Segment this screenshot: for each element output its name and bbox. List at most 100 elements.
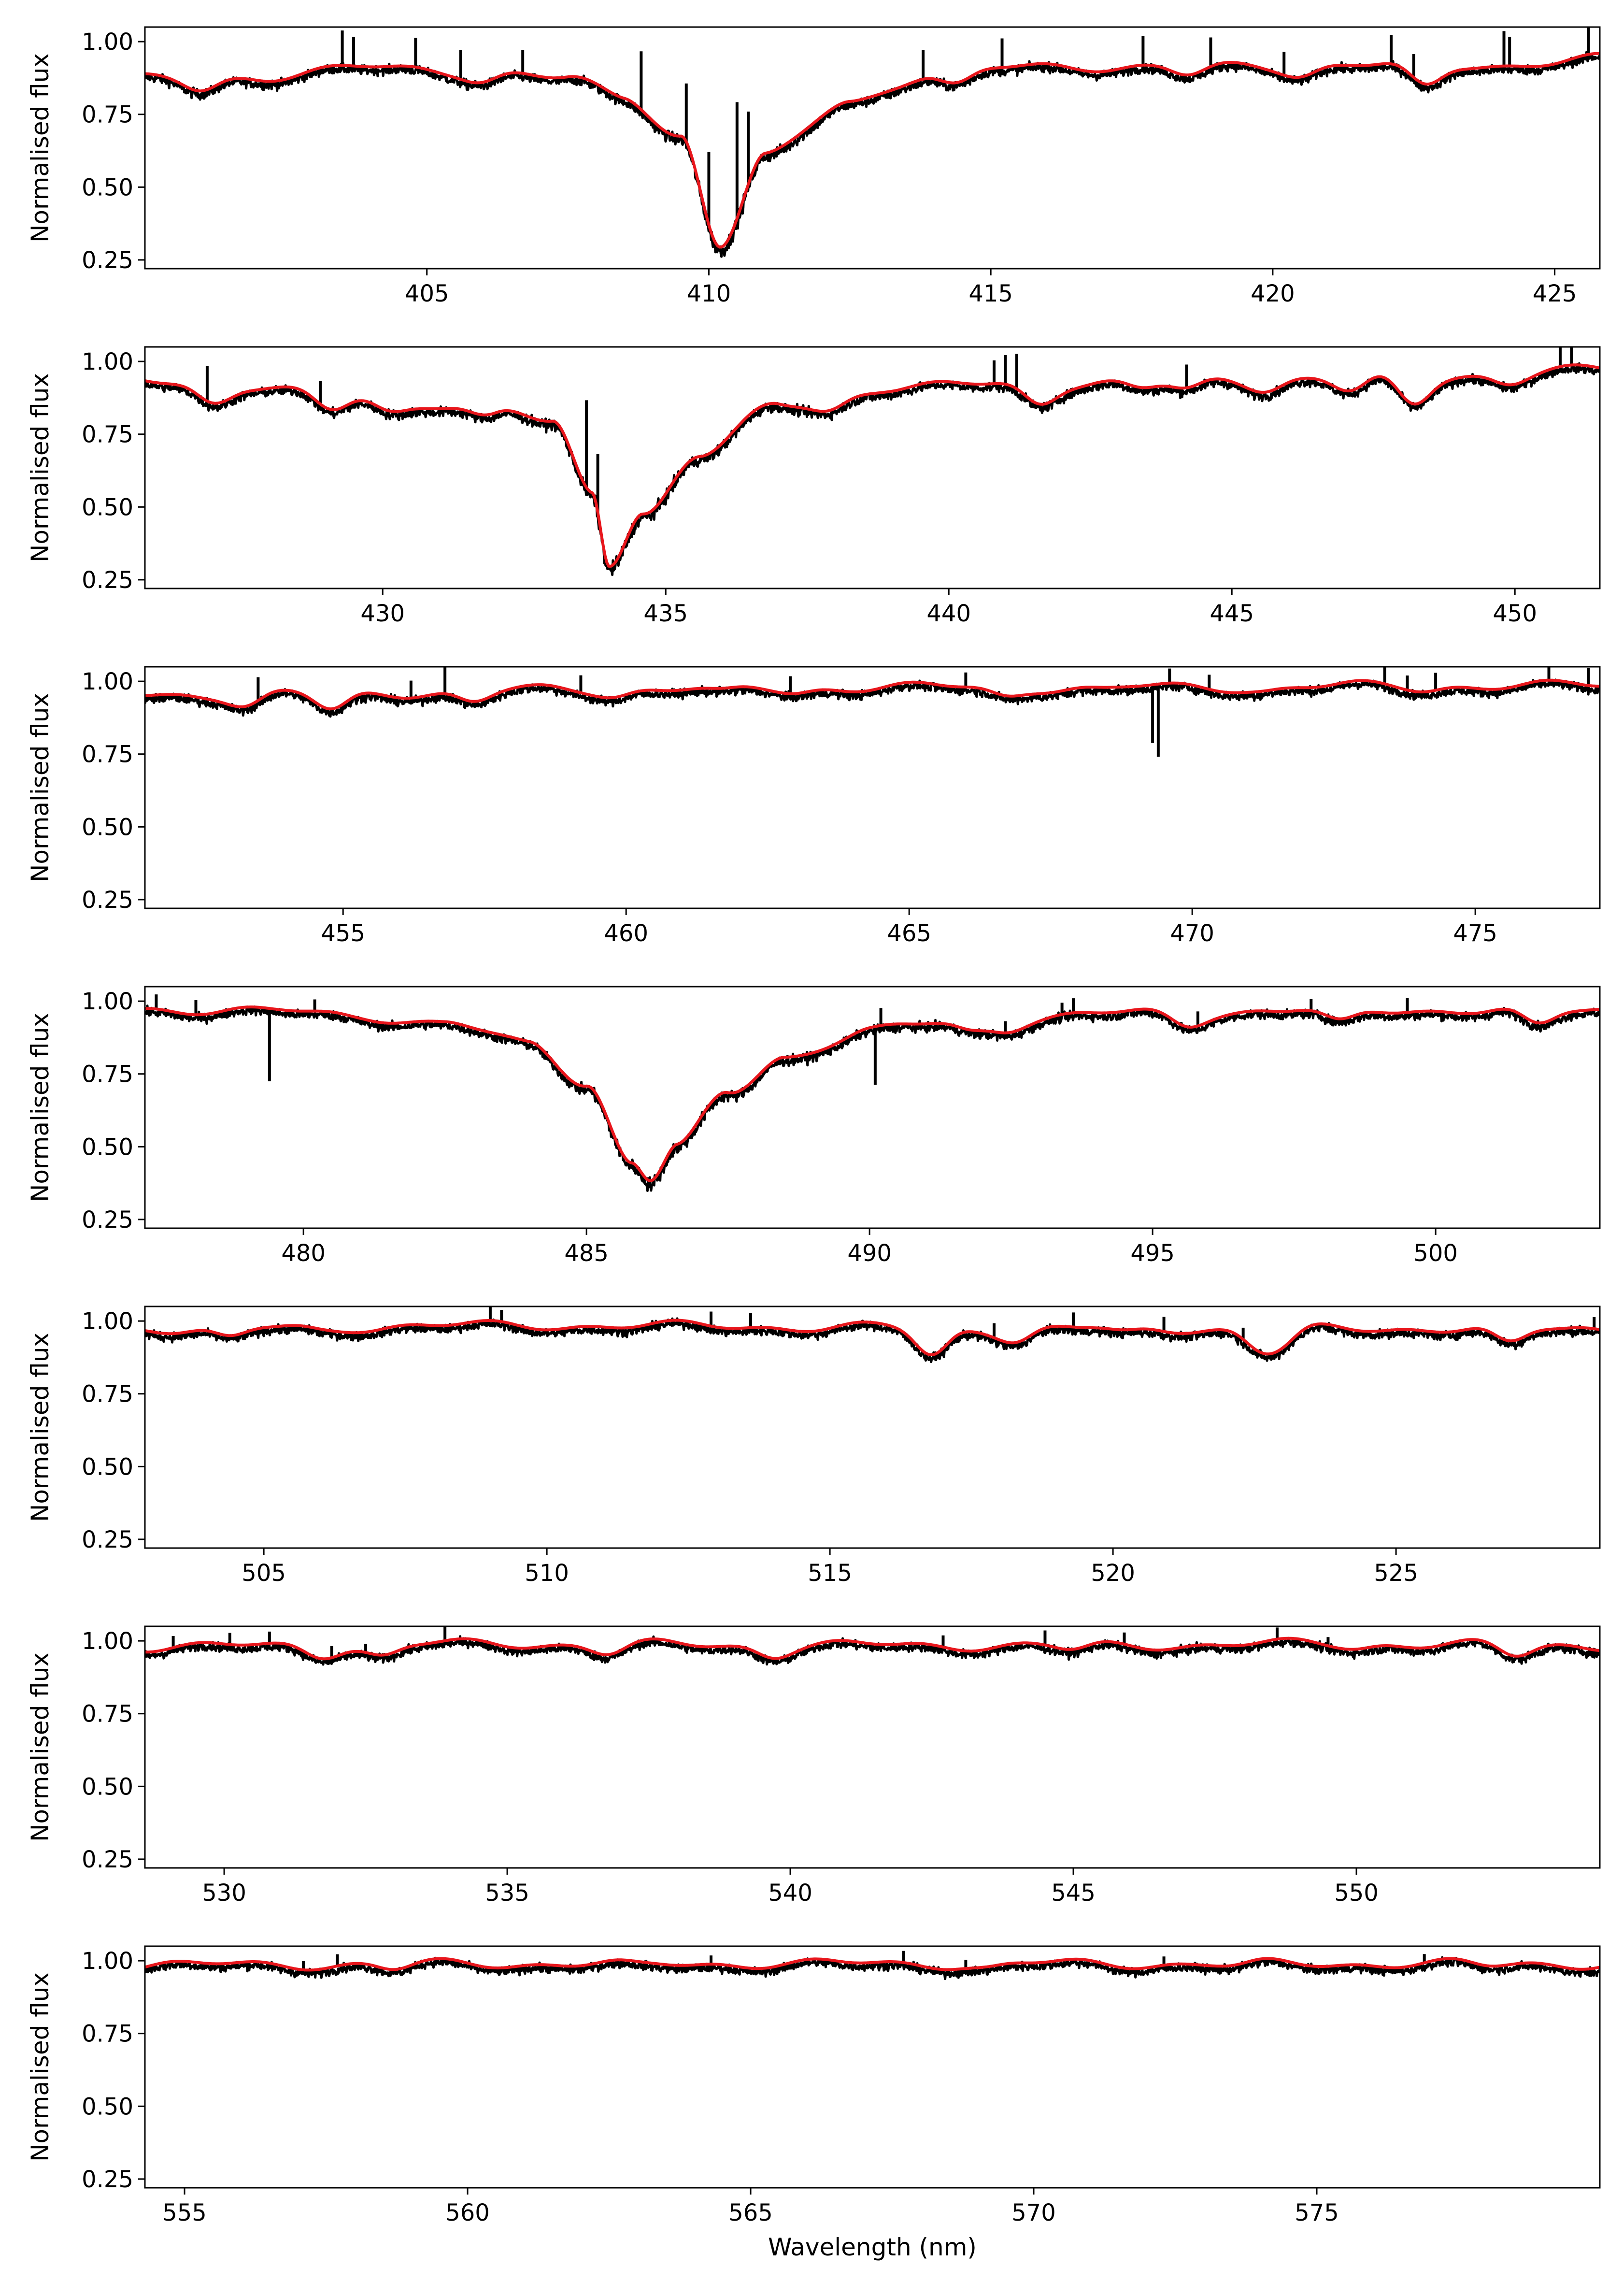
observed-spectrum-line: [145, 1317, 1600, 1363]
plot-area-3: [145, 667, 1600, 757]
axes-frame: [144, 346, 1601, 589]
x-tick-label: 505: [242, 1560, 286, 1587]
model-spectrum-line: [145, 1957, 1600, 1972]
observed-spectrum-line: [145, 362, 1600, 576]
x-tick-label: 555: [162, 2199, 207, 2226]
x-tick-label: 420: [1251, 280, 1295, 307]
y-tick-label: 0.50: [82, 494, 133, 521]
observed-spectrum-line: [145, 51, 1600, 258]
y-tick-label: 0.50: [82, 2093, 133, 2120]
y-tick-label: 1.00: [82, 29, 133, 56]
x-tick-label: 460: [604, 920, 648, 947]
x-tick-label: 450: [1493, 600, 1537, 627]
x-tick-label: 475: [1453, 920, 1497, 947]
y-axis-label: Normalised flux: [26, 53, 54, 243]
x-tick-label: 565: [728, 2199, 773, 2226]
spectrum-panel-6: 0.25 0.50 0.75 1.00 530 535 540 545 550 Normalise…: [26, 1625, 1601, 1907]
y-tick-label: 0.75: [82, 1381, 133, 1408]
y-axis-label: Normalised flux: [26, 1652, 54, 1842]
y-axis-label: Normalised flux: [26, 1333, 54, 1522]
x-tick-label: 445: [1210, 600, 1254, 627]
x-tick-label: 435: [643, 600, 688, 627]
y-axis-label: Normalised flux: [26, 373, 54, 562]
y-tick-label: 0.75: [82, 741, 133, 768]
model-spectrum-line: [145, 678, 1600, 711]
x-tick-label: 540: [768, 1880, 812, 1907]
y-tick-label: 0.25: [82, 1526, 133, 1553]
plot-area-7: [145, 1951, 1600, 1980]
y-tick-label: 1.00: [82, 348, 133, 375]
x-tick-label: 520: [1091, 1560, 1135, 1587]
y-axis-label: Normalised flux: [26, 1972, 54, 2162]
x-tick-label: 430: [360, 600, 405, 627]
y-tick-label: 0.50: [82, 174, 133, 201]
x-tick-label: 485: [564, 1240, 609, 1267]
y-tick-label: 0.75: [82, 421, 133, 448]
x-tick-label: 470: [1170, 920, 1214, 947]
model-spectrum-line: [145, 52, 1600, 249]
axes-frame: [144, 1306, 1601, 1549]
plot-area-5: [145, 1306, 1600, 1363]
model-spectrum-line: [145, 1005, 1600, 1182]
y-tick-label: 1.00: [82, 1628, 133, 1655]
spectrum-panel-1: 0.25 0.50 0.75 1.00 405 410 415 420 425 Normalise…: [26, 26, 1601, 307]
x-tick-label: 560: [445, 2199, 490, 2226]
plot-area-1: [145, 27, 1600, 258]
x-tick-label: 410: [687, 280, 731, 307]
plot-area-4: [145, 994, 1600, 1192]
spectrum-panel-7: 0.25 0.50 0.75 1.00 555 560 565 570 575 Normalise…: [26, 1945, 1601, 2226]
y-tick-label: 0.25: [82, 1846, 133, 1873]
axes-frame: [144, 666, 1601, 909]
x-tick-label: 515: [808, 1560, 852, 1587]
x-tick-label: 455: [321, 920, 365, 947]
y-tick-label: 0.75: [82, 1061, 133, 1088]
y-tick-label: 0.50: [82, 1453, 133, 1480]
x-tick-label: 525: [1374, 1560, 1418, 1587]
x-axis-label: Wavelength (nm): [768, 2233, 977, 2261]
spectrum-panel-2: 0.25 0.50 0.75 1.00 430 435 440 445 450 Normalise…: [26, 346, 1601, 627]
y-tick-label: 0.50: [82, 1134, 133, 1161]
x-tick-label: 480: [281, 1240, 326, 1267]
y-tick-label: 1.00: [82, 988, 133, 1015]
y-tick-label: 0.25: [82, 1206, 133, 1234]
y-tick-label: 0.50: [82, 814, 133, 841]
spectrum-panel-5: 0.25 0.50 0.75 1.00 505 510 515 520 525 Normalise…: [26, 1306, 1601, 1587]
model-spectrum-line: [145, 1636, 1600, 1661]
y-tick-label: 0.75: [82, 101, 133, 129]
x-tick-label: 495: [1130, 1240, 1175, 1267]
y-tick-label: 0.25: [82, 887, 133, 914]
y-axis-label: Normalised flux: [26, 1013, 54, 1202]
x-tick-label: 500: [1413, 1240, 1458, 1267]
x-tick-label: 550: [1334, 1880, 1379, 1907]
x-tick-label: 405: [405, 280, 449, 307]
axes-frame: [144, 26, 1601, 270]
y-tick-label: 0.25: [82, 567, 133, 594]
y-tick-label: 0.75: [82, 2021, 133, 2048]
x-tick-label: 545: [1051, 1880, 1096, 1907]
x-tick-label: 490: [847, 1240, 892, 1267]
spectrum-panel-3: 0.25 0.50 0.75 1.00 455 460 465 470 475 Normalise…: [26, 666, 1601, 947]
plot-area-2: [145, 347, 1600, 576]
x-tick-label: 465: [887, 920, 931, 947]
observed-spectrum-line: [145, 1635, 1600, 1666]
observed-spectrum-line: [145, 678, 1600, 718]
axes-frame: [144, 986, 1601, 1229]
x-tick-label: 510: [525, 1560, 569, 1587]
y-tick-label: 1.00: [82, 668, 133, 695]
spectrum-panel-4: 0.25 0.50 0.75 1.00 480 485 490 495 500 Normalise…: [26, 986, 1601, 1267]
model-spectrum-line: [145, 363, 1600, 568]
x-tick-label: 425: [1533, 280, 1577, 307]
x-tick-label: 440: [926, 600, 971, 627]
plot-area-6: [145, 1626, 1600, 1666]
x-tick-label: 530: [202, 1880, 246, 1907]
y-tick-label: 0.25: [82, 2166, 133, 2193]
y-tick-label: 0.25: [82, 247, 133, 274]
y-axis-label: Normalised flux: [26, 693, 54, 882]
axes-frame: [144, 1625, 1601, 1869]
observed-spectrum-line: [145, 1004, 1600, 1192]
x-tick-label: 535: [485, 1880, 529, 1907]
model-spectrum-line: [145, 1319, 1600, 1356]
x-tick-label: 575: [1295, 2199, 1339, 2226]
y-tick-label: 0.75: [82, 1701, 133, 1728]
